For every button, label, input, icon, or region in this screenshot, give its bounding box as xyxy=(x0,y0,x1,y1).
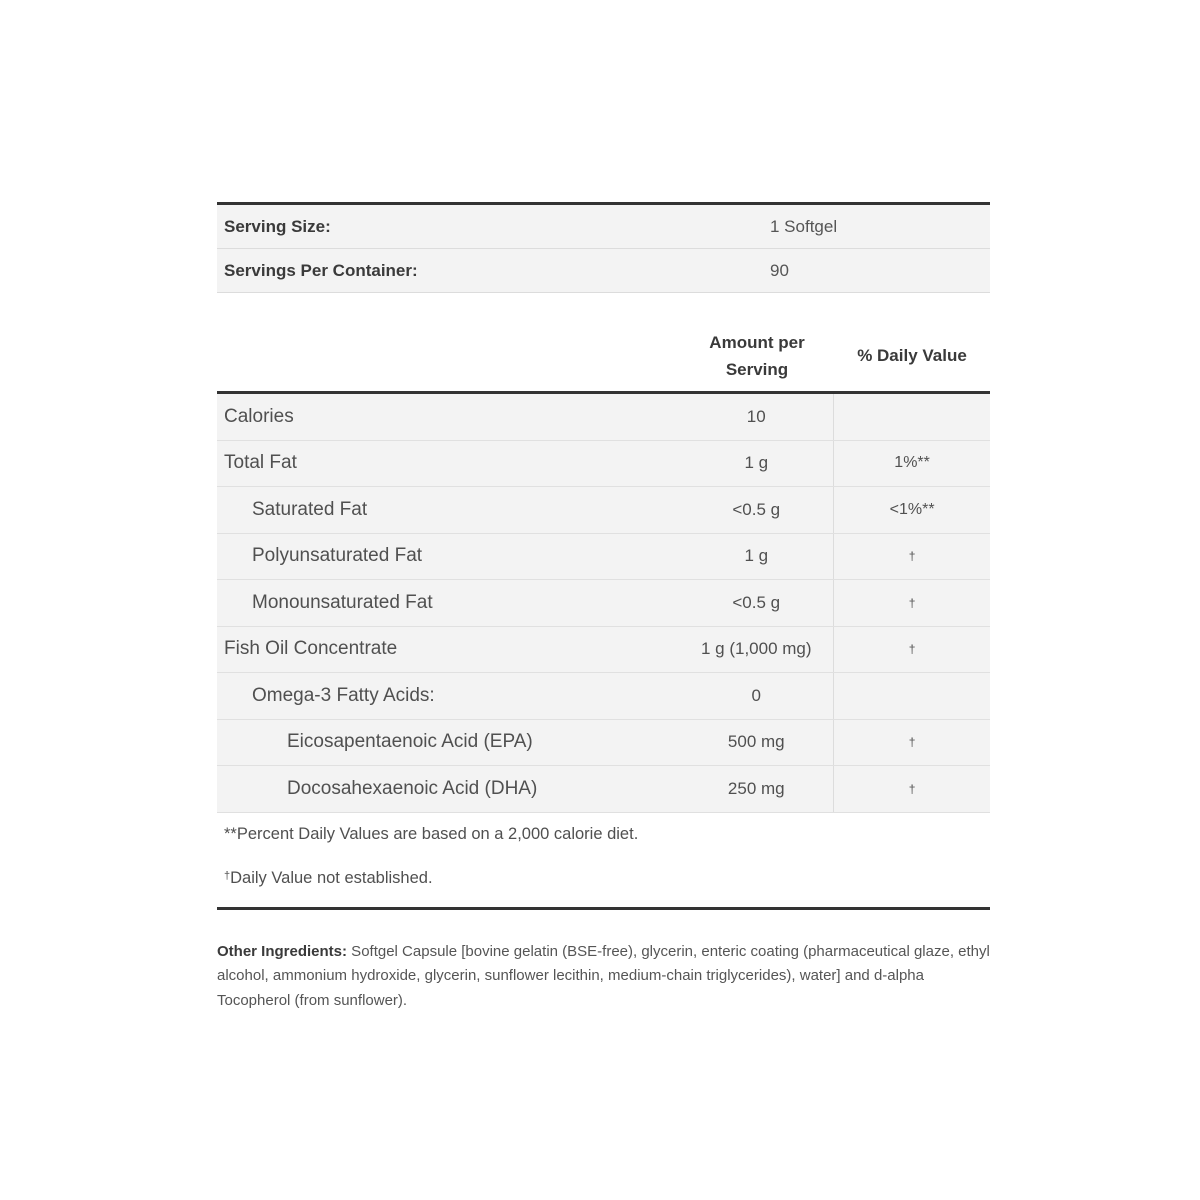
nutrient-daily-value: † xyxy=(833,533,990,579)
nutrient-amount: 1 g xyxy=(744,453,769,473)
nutrient-daily-value: <1%** xyxy=(833,487,990,533)
nutrient-amount: 250 mg xyxy=(727,778,785,798)
nutrient-amount: <0.5 g xyxy=(732,592,781,612)
serving-size-value: 1 Softgel xyxy=(770,216,838,236)
nutrient-amount: 10 xyxy=(746,406,766,426)
serving-info: Serving Size: 1 Softgel Servings Per Con… xyxy=(217,202,990,293)
servings-per-container-row: Servings Per Container: 90 xyxy=(217,249,990,293)
nutrient-row: Total Fat 1 g 1%** xyxy=(217,440,990,487)
nutrient-name: Calories xyxy=(224,405,294,427)
nutrient-name: Fish Oil Concentrate xyxy=(224,638,398,660)
footnote-dagger: †Daily Value not established. xyxy=(224,868,433,887)
nutrient-daily-value: † xyxy=(833,626,990,672)
nutrient-row: Docosahexaenoic Acid (DHA) 250 mg † xyxy=(217,766,990,813)
nutrient-daily-value: † xyxy=(833,719,990,765)
nutrient-name: Saturated Fat xyxy=(252,498,368,520)
nutrient-row: Monounsaturated Fat <0.5 g † xyxy=(217,580,990,627)
nutrient-amount: 500 mg xyxy=(727,732,785,752)
nutrient-name: Omega-3 Fatty Acids: xyxy=(252,684,435,706)
footnote-percent: **Percent Daily Values are based on a 2,… xyxy=(224,824,639,843)
other-ingredients-label: Other Ingredients: xyxy=(217,942,348,960)
nutrient-row: Polyunsaturated Fat 1 g † xyxy=(217,533,990,580)
nutrient-name: Monounsaturated Fat xyxy=(252,591,433,613)
serving-size-label: Serving Size: xyxy=(224,216,331,236)
other-ingredients-text: Softgel Capsule [bovine gelatin (BSE-fre… xyxy=(217,942,990,1009)
servings-per-container-label: Servings Per Container: xyxy=(224,260,418,280)
nutrient-amount: 0 xyxy=(751,685,761,705)
servings-per-container-value: 90 xyxy=(770,260,789,280)
supplement-facts-panel: Serving Size: 1 Softgel Servings Per Con… xyxy=(217,202,990,1013)
nutrient-table: Calories 10 Total Fat 1 g 1%** Saturated Fat <… xyxy=(217,394,990,813)
nutrient-name: Docosahexaenoic Acid (DHA) xyxy=(287,777,538,799)
nutrient-daily-value xyxy=(833,673,990,719)
nutrient-name: Eicosapentaenoic Acid (EPA) xyxy=(287,731,533,753)
nutrient-daily-value: 1%** xyxy=(833,440,990,486)
table-header: Amount per Serving % Daily Value xyxy=(217,321,990,394)
daily-value-header: % Daily Value xyxy=(857,346,967,365)
nutrient-daily-value xyxy=(833,394,990,440)
serving-size-row: Serving Size: 1 Softgel xyxy=(217,205,990,249)
nutrient-row: Omega-3 Fatty Acids: 0 xyxy=(217,673,990,720)
nutrient-row: Saturated Fat <0.5 g <1%** xyxy=(217,487,990,534)
divider xyxy=(217,906,990,910)
amount-per-serving-header: Amount per Serving xyxy=(709,333,805,379)
nutrient-amount: <0.5 g xyxy=(732,499,781,519)
nutrient-amount: 1 g (1,000 mg) xyxy=(700,639,812,659)
other-ingredients: Other Ingredients: Softgel Capsule [bovi… xyxy=(217,940,990,1014)
nutrient-name: Total Fat xyxy=(224,452,297,474)
nutrient-row: Eicosapentaenoic Acid (EPA) 500 mg † xyxy=(217,719,990,766)
nutrient-row: Fish Oil Concentrate 1 g (1,000 mg) † xyxy=(217,626,990,673)
nutrient-row: Calories 10 xyxy=(217,394,990,441)
nutrient-amount: 1 g xyxy=(744,546,769,566)
nutrient-name: Polyunsaturated Fat xyxy=(252,545,423,567)
nutrient-daily-value: † xyxy=(833,580,990,626)
nutrient-daily-value: † xyxy=(833,766,990,812)
